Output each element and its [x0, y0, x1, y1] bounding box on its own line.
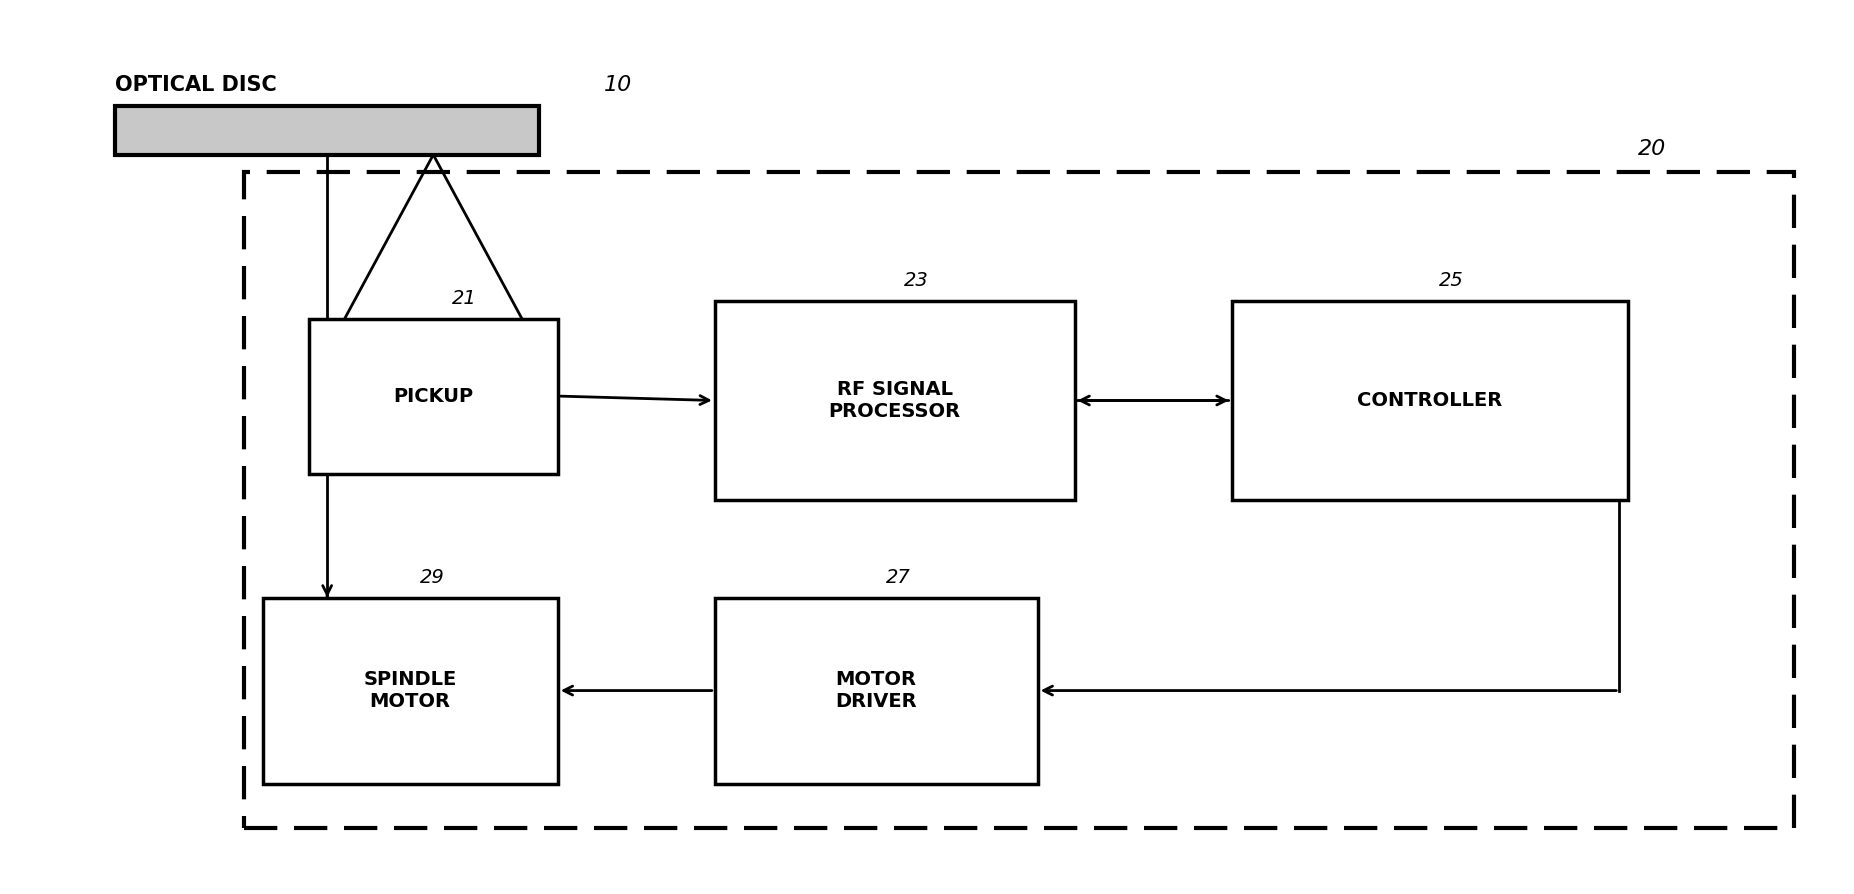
Text: CONTROLLER: CONTROLLER — [1357, 391, 1502, 410]
Text: 21: 21 — [452, 289, 476, 308]
Bar — [115, 106, 540, 155]
Text: MOTOR
DRIVER: MOTOR DRIVER — [836, 670, 918, 711]
Text: RF SIGNAL
PROCESSOR: RF SIGNAL PROCESSOR — [829, 380, 960, 421]
Bar — [263, 597, 558, 783]
Text: 25: 25 — [1439, 271, 1465, 291]
Text: OPTICAL DISC: OPTICAL DISC — [115, 75, 276, 96]
Bar — [310, 318, 558, 474]
Bar — [716, 301, 1075, 500]
Text: 10: 10 — [604, 75, 632, 96]
Text: 20: 20 — [1637, 139, 1667, 159]
Bar — [245, 173, 1795, 828]
Text: PICKUP: PICKUP — [393, 386, 473, 406]
Text: 27: 27 — [886, 568, 910, 587]
Text: 29: 29 — [419, 568, 445, 587]
Text: 23: 23 — [905, 271, 929, 291]
Bar — [1231, 301, 1628, 500]
Text: SPINDLE
MOTOR: SPINDLE MOTOR — [363, 670, 456, 711]
Bar — [716, 597, 1038, 783]
